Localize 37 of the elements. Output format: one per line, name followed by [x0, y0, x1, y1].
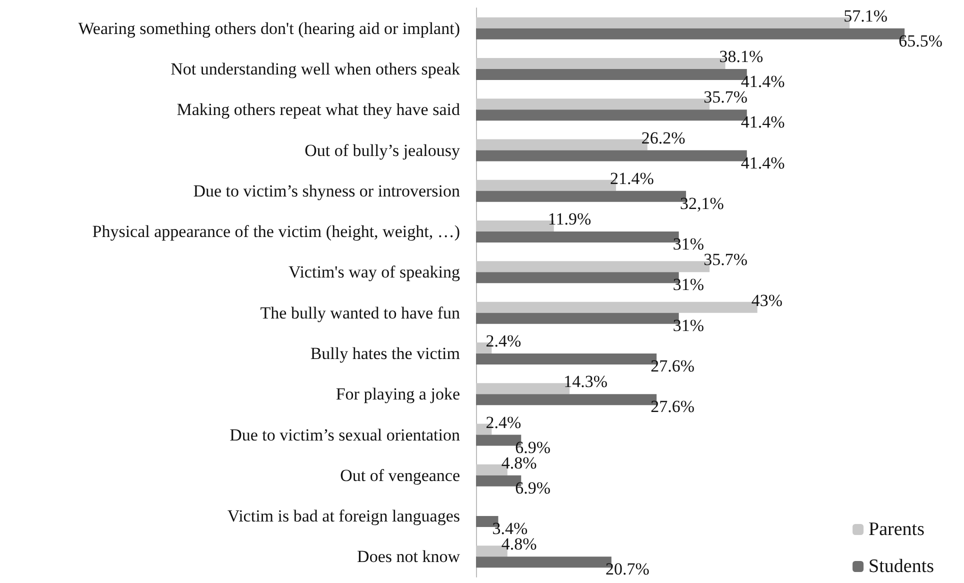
y-tick-label: Out of bully’s jealousy	[304, 140, 460, 160]
y-tick-label: Making others repeat what they have said	[176, 100, 460, 120]
data-label: 2.4%	[486, 412, 522, 432]
data-label: 26.2%	[641, 128, 686, 148]
data-label: 41.4%	[740, 153, 785, 172]
data-label: 20.7%	[605, 560, 650, 579]
legend-label: Parents	[868, 519, 924, 540]
data-label: 21.4%	[610, 168, 654, 188]
y-tick-label: Physical appearance of the victim (height, weight, …)	[92, 222, 460, 242]
y-tick-label: The bully wanted to have fun	[260, 303, 460, 322]
data-label: 38.1%	[719, 46, 764, 66]
y-tick-label: Bully hates the victim	[310, 344, 460, 363]
data-label: 31%	[672, 275, 704, 294]
data-label: 31%	[672, 316, 704, 335]
data-label: 11.9%	[548, 210, 592, 229]
data-label: 2.4%	[486, 331, 522, 350]
data-label: 27.6%	[650, 356, 695, 376]
data-label: 32,1%	[680, 194, 724, 213]
data-label: 65.5%	[898, 31, 942, 50]
data-label: 14.3%	[564, 372, 608, 392]
y-tick-label: Wearing something others don't (hearing aid or implant)	[78, 18, 460, 38]
y-tick-label: Due to victim’s shyness or introversion	[193, 181, 460, 200]
data-label: 6.9%	[515, 478, 551, 498]
data-label: 35.7%	[704, 250, 748, 270]
y-tick-label: Victim's way of speaking	[288, 262, 460, 282]
data-label: 41.4%	[740, 112, 785, 132]
data-label: 43%	[751, 290, 783, 310]
data-label: 31%	[672, 234, 704, 254]
y-tick-label: Due to victim’s sexual orientation	[230, 425, 460, 444]
data-label: 57.1%	[844, 6, 888, 26]
legend-label: Students	[868, 556, 934, 577]
y-tick-label: Not understanding well when others speak	[170, 59, 460, 78]
y-tick-label: Does not know	[357, 547, 461, 566]
y-tick-label: Out of vengeance	[340, 466, 460, 485]
y-tick-label: For playing a joke	[336, 384, 460, 404]
data-label: 27.6%	[650, 397, 695, 416]
y-tick-label: Victim is bad at foreign languages	[227, 506, 460, 526]
